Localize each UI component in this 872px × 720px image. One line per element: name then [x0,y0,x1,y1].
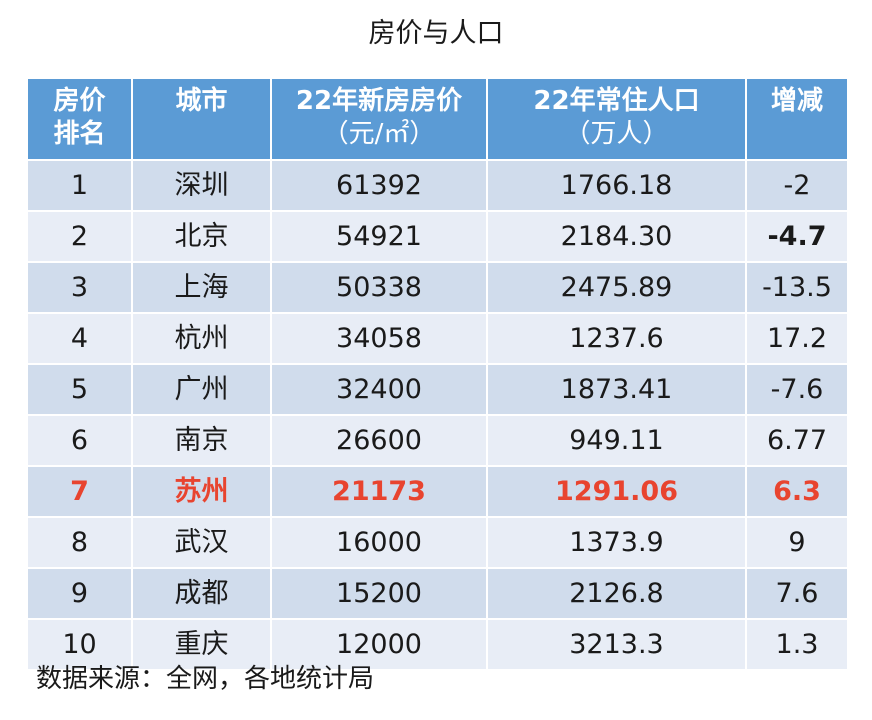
cell-population: 949.11 [486,414,747,467]
cell-rank: 3 [26,261,133,314]
header-population: 22年常住人口 （万人） [486,77,747,161]
cell-city: 苏州 [131,465,272,518]
cell-price: 26600 [270,414,488,467]
header-pop-line1: 22年常住人口 [533,86,700,116]
cell-population: 3213.3 [486,618,747,671]
cell-city: 广州 [131,363,272,416]
cell-population: 1873.41 [486,363,747,416]
header-rank-line2: 排名 [53,119,106,149]
cell-city: 杭州 [131,312,272,365]
cell-city: 北京 [131,210,272,263]
data-source-note: 数据来源：全网，各地统计局 [36,664,375,694]
cell-price: 12000 [270,618,488,671]
price-population-table: 房价 排名 城市 22年新房房价 （元/㎡） 22年常住人口 （万人） 增减 1… [26,77,849,671]
table-row: 4 杭州 34058 1237.6 17.2 [26,312,849,365]
header-change-label: 增减 [770,86,823,116]
cell-change: 7.6 [745,567,849,620]
cell-change: 9 [745,516,849,569]
cell-city: 深圳 [131,159,272,212]
cell-price: 61392 [270,159,488,212]
header-price: 22年新房房价 （元/㎡） [270,77,488,161]
header-city: 城市 [131,77,272,161]
cell-price: 54921 [270,210,488,263]
cell-rank: 8 [26,516,133,569]
cell-population: 1237.6 [486,312,747,365]
cell-rank: 9 [26,567,133,620]
cell-rank: 6 [26,414,133,467]
table-row: 8 武汉 16000 1373.9 9 [26,516,849,569]
table-row: 6 南京 26600 949.11 6.77 [26,414,849,467]
header-rank: 房价 排名 [26,77,133,161]
cell-rank: 5 [26,363,133,416]
header-change: 增减 [745,77,849,161]
page-title: 房价与人口 [368,18,504,49]
cell-city: 武汉 [131,516,272,569]
cell-change: 17.2 [745,312,849,365]
cell-rank: 1 [26,159,133,212]
cell-rank: 4 [26,312,133,365]
cell-price: 21173 [270,465,488,518]
header-city-label: 城市 [175,86,228,116]
cell-city: 成都 [131,567,272,620]
cell-population: 2126.8 [486,567,747,620]
cell-price: 15200 [270,567,488,620]
table-row-highlighted: 7 苏州 21173 1291.06 6.3 [26,465,849,518]
header-price-line1: 22年新房房价 [295,86,463,116]
cell-change: -2 [745,159,849,212]
table-row: 3 上海 50338 2475.89 -13.5 [26,261,849,314]
cell-rank: 10 [26,618,133,671]
cell-rank: 2 [26,210,133,263]
cell-population: 2184.30 [486,210,747,263]
cell-city: 上海 [131,261,272,314]
header-rank-line1: 房价 [53,86,106,116]
cell-change: -4.7 [745,210,849,263]
table-row: 9 成都 15200 2126.8 7.6 [26,567,849,620]
cell-city: 南京 [131,414,272,467]
cell-change: -13.5 [745,261,849,314]
cell-price: 16000 [270,516,488,569]
cell-population: 1766.18 [486,159,747,212]
cell-population: 2475.89 [486,261,747,314]
table-row: 5 广州 32400 1873.41 -7.6 [26,363,849,416]
table-row: 2 北京 54921 2184.30 -4.7 [26,210,849,263]
cell-change: 6.77 [745,414,849,467]
cell-change: -7.6 [745,363,849,416]
header-row: 房价 排名 城市 22年新房房价 （元/㎡） 22年常住人口 （万人） 增减 [26,77,849,161]
cell-population: 1291.06 [486,465,747,518]
cell-price: 50338 [270,261,488,314]
header-price-line2: （元/㎡） [322,119,436,149]
cell-price: 32400 [270,363,488,416]
cell-change: 6.3 [745,465,849,518]
cell-rank: 7 [26,465,133,518]
cell-change: 1.3 [745,618,849,671]
table-row: 10 重庆 12000 3213.3 1.3 [26,618,849,671]
cell-population: 1373.9 [486,516,747,569]
header-pop-line2: （万人） [564,119,669,149]
table-row: 1 深圳 61392 1766.18 -2 [26,159,849,212]
cell-price: 34058 [270,312,488,365]
cell-city: 重庆 [131,618,272,671]
